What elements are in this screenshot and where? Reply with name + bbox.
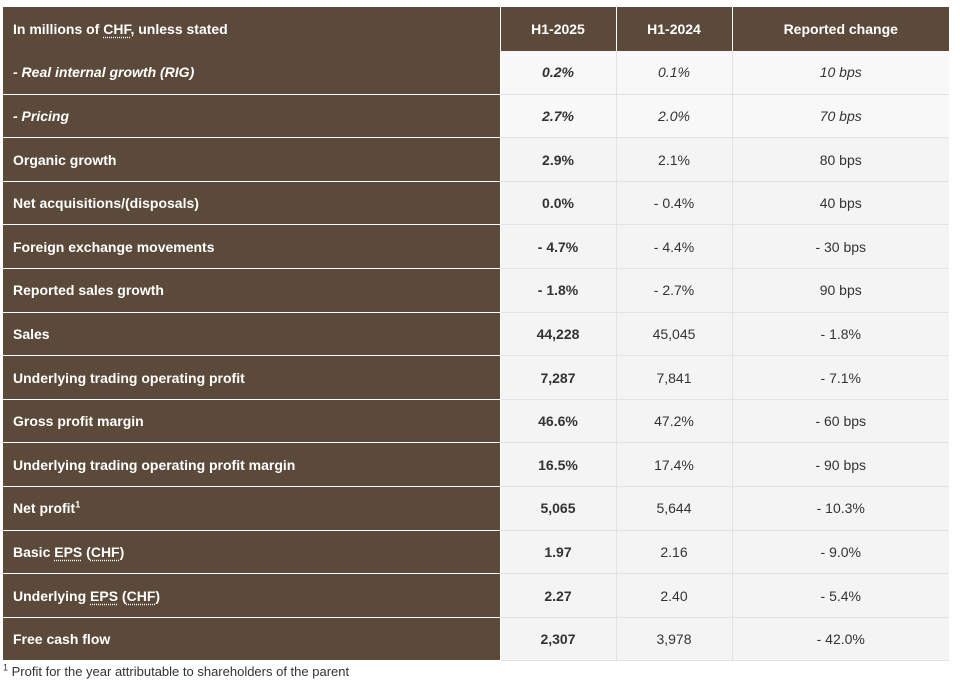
value-reported-change: - 30 bps xyxy=(732,224,949,270)
value-h1-2025: 46.6% xyxy=(500,399,617,444)
financial-summary-table: In millions of CHF, unless stated H1-202… xyxy=(3,7,949,662)
header-label: In millions of CHF, unless stated xyxy=(3,7,501,51)
eps-abbreviation[interactable]: EPS xyxy=(54,543,83,560)
value-h1-2024: 2.0% xyxy=(616,94,733,139)
table-row: Gross profit margin 46.6% 47.2% - 60 bps xyxy=(3,399,949,444)
footnote-marker: 1 xyxy=(3,662,9,673)
header-reported-change: Reported change xyxy=(732,7,949,51)
value-h1-2024: 2.16 xyxy=(616,530,733,575)
value-reported-change: - 5.4% xyxy=(732,573,949,618)
table-row: Sales 44,228 45,045 - 1.8% xyxy=(3,312,949,357)
value-reported-change: 80 bps xyxy=(732,137,949,182)
row-label: Gross profit margin xyxy=(3,399,501,444)
table-header-row: In millions of CHF, unless stated H1-202… xyxy=(3,7,949,51)
value-h1-2025: - 4.7% xyxy=(500,224,617,270)
value-h1-2024: 5,644 xyxy=(616,486,733,531)
table-row: Net acquisitions/(disposals) 0.0% - 0.4%… xyxy=(3,181,949,226)
value-h1-2024: 2.1% xyxy=(616,137,733,182)
row-label: Net profit1 xyxy=(3,486,501,531)
value-h1-2024: 0.1% xyxy=(616,50,733,95)
value-h1-2025: 1.97 xyxy=(500,530,617,575)
value-h1-2025: 2.9% xyxy=(500,137,617,182)
value-h1-2025: 0.0% xyxy=(500,181,617,226)
eps-abbreviation[interactable]: EPS xyxy=(90,587,119,604)
chf-abbreviation[interactable]: CHF xyxy=(103,20,131,37)
row-label: - Pricing xyxy=(3,94,501,139)
value-h1-2025: 7,287 xyxy=(500,355,617,400)
row-label: Sales xyxy=(3,312,501,357)
row-label: Underlying trading operating profit xyxy=(3,355,501,400)
value-reported-change: - 1.8% xyxy=(732,312,949,357)
table-row: Underlying EPS (CHF) 2.27 2.40 - 5.4% xyxy=(3,573,949,618)
footnote-marker: 1 xyxy=(75,499,81,510)
value-reported-change: - 42.0% xyxy=(732,617,949,662)
table-row: Foreign exchange movements - 4.7% - 4.4%… xyxy=(3,224,949,270)
chf-abbreviation[interactable]: CHF xyxy=(90,543,120,560)
value-reported-change: - 10.3% xyxy=(732,486,949,531)
value-h1-2024: - 2.7% xyxy=(616,268,733,313)
header-h1-2025: H1-2025 xyxy=(500,7,617,51)
table-row: Net profit1 5,065 5,644 - 10.3% xyxy=(3,486,949,531)
value-reported-change: - 7.1% xyxy=(732,355,949,400)
value-h1-2024: 3,978 xyxy=(616,617,733,662)
value-h1-2025: 2.7% xyxy=(500,94,617,139)
table-row: Free cash flow 2,307 3,978 - 42.0% xyxy=(3,617,949,662)
header-h1-2024: H1-2024 xyxy=(616,7,733,51)
row-label: Net acquisitions/(disposals) xyxy=(3,181,501,226)
footnote-text: Profit for the year attributable to shar… xyxy=(8,664,350,679)
value-h1-2025: 2,307 xyxy=(500,617,617,662)
value-h1-2024: 2.40 xyxy=(616,573,733,618)
value-h1-2025: 5,065 xyxy=(500,486,617,531)
value-h1-2024: - 4.4% xyxy=(616,224,733,270)
value-h1-2024: 45,045 xyxy=(616,312,733,357)
value-h1-2025: - 1.8% xyxy=(500,268,617,313)
footnote: 1 Profit for the year attributable to sh… xyxy=(3,662,350,679)
value-reported-change: 90 bps xyxy=(732,268,949,313)
row-label: Underlying trading operating profit marg… xyxy=(3,442,501,488)
value-h1-2025: 44,228 xyxy=(500,312,617,357)
row-label: Foreign exchange movements xyxy=(3,224,501,270)
table-row: - Pricing 2.7% 2.0% 70 bps xyxy=(3,94,949,139)
value-reported-change: - 60 bps xyxy=(732,399,949,444)
value-reported-change: 10 bps xyxy=(732,50,949,95)
row-label: Reported sales growth xyxy=(3,268,501,313)
value-reported-change: - 90 bps xyxy=(732,442,949,488)
chf-abbreviation[interactable]: CHF xyxy=(126,587,156,604)
value-h1-2024: - 0.4% xyxy=(616,181,733,226)
row-label: Free cash flow xyxy=(3,617,501,662)
table-row: Underlying trading operating profit marg… xyxy=(3,442,949,488)
table-row: Basic EPS (CHF) 1.97 2.16 - 9.0% xyxy=(3,530,949,575)
row-label: Organic growth xyxy=(3,137,501,182)
value-reported-change: 70 bps xyxy=(732,94,949,139)
table-row: Underlying trading operating profit 7,28… xyxy=(3,355,949,400)
value-reported-change: 40 bps xyxy=(732,181,949,226)
value-h1-2025: 2.27 xyxy=(500,573,617,618)
row-label: Underlying EPS (CHF) xyxy=(3,573,501,618)
value-h1-2025: 0.2% xyxy=(500,50,617,95)
table-row: - Real internal growth (RIG) 0.2% 0.1% 1… xyxy=(3,50,949,95)
value-h1-2024: 47.2% xyxy=(616,399,733,444)
value-h1-2024: 17.4% xyxy=(616,442,733,488)
value-h1-2024: 7,841 xyxy=(616,355,733,400)
value-h1-2025: 16.5% xyxy=(500,442,617,488)
row-label: Basic EPS (CHF) xyxy=(3,530,501,575)
row-label: - Real internal growth (RIG) xyxy=(3,50,501,95)
table-row: Organic growth 2.9% 2.1% 80 bps xyxy=(3,137,949,182)
table-row: Reported sales growth - 1.8% - 2.7% 90 b… xyxy=(3,268,949,313)
value-reported-change: - 9.0% xyxy=(732,530,949,575)
